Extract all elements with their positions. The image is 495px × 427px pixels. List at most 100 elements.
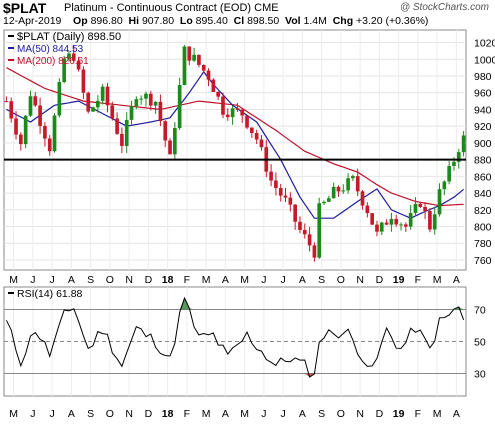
- candle-body: [452, 161, 456, 166]
- copyright-label[interactable]: @ StockCharts.com: [399, 2, 489, 13]
- candle-body: [269, 171, 273, 181]
- candle-body: [447, 165, 451, 182]
- candle-body: [43, 125, 47, 139]
- chart-symbol: $PLAT: [3, 0, 47, 16]
- candle-body: [254, 132, 259, 140]
- candle-body: [216, 92, 220, 97]
- quote-high: 907.80: [141, 15, 175, 27]
- price-x-tick-label: S: [318, 274, 325, 286]
- candle-body: [33, 96, 38, 106]
- candle-body: [120, 133, 124, 146]
- price-tick-label: 1020: [474, 38, 495, 50]
- rsi-x-tick-label: A: [299, 408, 306, 420]
- rsi-overbought-fill: [73, 308, 79, 310]
- candle-body: [336, 186, 341, 192]
- candle-body: [456, 152, 461, 162]
- price-x-tick-label: S: [87, 274, 94, 286]
- price-x-tick-label: 19: [393, 274, 405, 286]
- rsi-x-tick-label: 18: [162, 408, 174, 420]
- candle-body: [201, 64, 206, 71]
- price-x-tick-label: 18: [162, 274, 174, 286]
- price-x-tick-label: A: [453, 274, 460, 286]
- candle-body: [250, 127, 254, 133]
- candle-body: [124, 119, 129, 146]
- candle-body: [4, 101, 9, 103]
- candle-body: [230, 108, 235, 118]
- rsi-x-tick-label: M: [9, 408, 18, 420]
- rsi-x-tick-label: D: [376, 408, 384, 420]
- legend-label: $PLAT (Daily) 898.50: [17, 31, 121, 43]
- quote-low: 895.40: [195, 15, 228, 27]
- rsi-x-tick-label: O: [106, 408, 114, 420]
- legend-label: MA(200) 826.61: [17, 56, 89, 67]
- rsi-x-tick-label: O: [337, 408, 345, 420]
- price-x-tick-label: O: [337, 274, 345, 286]
- candle-body: [153, 101, 158, 106]
- candle-body: [413, 203, 418, 213]
- rsi-x-tick-label: A: [453, 408, 460, 420]
- rsi-legend-label: RSI(14) 61.88: [17, 288, 83, 300]
- price-x-tick-label: J: [281, 274, 286, 286]
- candle-body: [173, 128, 177, 155]
- candle-body: [461, 135, 466, 153]
- rsi-x-tick-label: N: [356, 408, 364, 420]
- quote-open-label: Op: [73, 15, 88, 27]
- price-x-tick-label: F: [415, 274, 421, 286]
- rsi-x-tick-label: J: [50, 408, 55, 420]
- price-x-tick-label: A: [222, 274, 229, 286]
- candle-body: [206, 70, 211, 80]
- rsi-x-tick-label: 19: [393, 408, 405, 420]
- rsi-tick-label: 70: [474, 304, 486, 316]
- price-tick-label: 880: [474, 155, 492, 167]
- price-tick-label: 920: [474, 121, 492, 133]
- candle-body: [57, 82, 62, 116]
- candle-body: [158, 101, 163, 122]
- legend-label: MA(50) 844.53: [17, 44, 84, 55]
- price-tick-label: 1000: [474, 54, 495, 66]
- candle-body: [81, 69, 86, 93]
- price-x-tick-label: D: [376, 274, 384, 286]
- candle-body: [404, 224, 408, 227]
- quote-volume-label: Vol: [285, 15, 301, 27]
- rsi-x-tick-label: A: [222, 408, 229, 420]
- candle-body: [423, 206, 427, 211]
- candle-body: [221, 96, 225, 115]
- price-x-tick-label: D: [145, 274, 153, 286]
- chart-description: Platinum - Continuous Contract (EOD) CME: [64, 2, 279, 14]
- candle-body: [197, 54, 201, 65]
- quote-close: 898.50: [247, 15, 280, 27]
- price-x-tick-label: M: [240, 274, 249, 286]
- candle-body: [100, 86, 105, 101]
- price-tick-label: 840: [474, 188, 492, 200]
- rsi-x-tick-label: F: [184, 408, 190, 420]
- quote-date: 12-Apr-2019: [3, 15, 62, 27]
- price-x-tick-label: A: [68, 274, 75, 286]
- price-x-tick-label: J: [30, 274, 35, 286]
- candle-body: [71, 53, 76, 61]
- price-x-tick-label: M: [433, 274, 442, 286]
- candle-body: [432, 214, 437, 230]
- candle-body: [245, 115, 249, 128]
- candle-body: [67, 53, 71, 59]
- candle-body: [187, 46, 192, 61]
- candle-body: [28, 96, 33, 116]
- price-tick-label: 800: [474, 222, 492, 234]
- candle-body: [38, 105, 42, 126]
- candle-body: [192, 54, 196, 61]
- rsi-x-tick-label: A: [68, 408, 75, 420]
- candle-body: [346, 178, 350, 191]
- candle-body: [134, 99, 139, 107]
- candle-body: [62, 58, 66, 83]
- candle-body: [307, 234, 312, 246]
- price-x-tick-label: J: [50, 274, 55, 286]
- price-x-tick-label: A: [299, 274, 306, 286]
- price-x-tick-label: M: [202, 274, 211, 286]
- candle-body: [317, 203, 322, 258]
- quote-volume: 1.4M: [303, 15, 327, 27]
- rsi-overbought-fill: [189, 308, 195, 310]
- candle-body: [418, 203, 423, 207]
- rsi-x-tick-label: F: [415, 408, 421, 420]
- quote-low-label: Lo: [179, 15, 193, 27]
- price-x-tick-label: J: [261, 274, 266, 286]
- candle-body: [163, 121, 168, 141]
